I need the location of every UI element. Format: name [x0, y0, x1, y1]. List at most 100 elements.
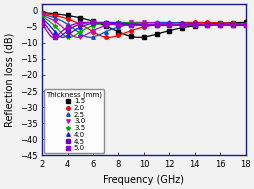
2.0: [167, 22, 170, 24]
3.0: [243, 23, 246, 26]
2.5: [104, 31, 107, 33]
4.0: [180, 24, 183, 26]
4.5: [41, 20, 44, 22]
1.5: [91, 20, 94, 22]
2.0: [117, 34, 120, 36]
5.0: [66, 26, 69, 28]
4.5: [218, 24, 221, 26]
5.0: [167, 23, 170, 26]
4.5: [78, 23, 82, 25]
2.0: [205, 21, 208, 24]
3.5: [104, 22, 107, 24]
2.0: [154, 24, 157, 26]
4.0: [243, 24, 246, 26]
3.0: [205, 24, 208, 26]
3.5: [167, 24, 170, 26]
2.5: [117, 26, 120, 28]
2.5: [91, 36, 94, 38]
5.0: [129, 24, 132, 26]
Line: 5.0: 5.0: [40, 21, 246, 39]
1.5: [117, 31, 120, 33]
2.0: [129, 29, 132, 32]
Line: 1.5: 1.5: [40, 11, 246, 39]
1.5: [180, 27, 183, 29]
3.5: [193, 24, 196, 26]
5.0: [243, 23, 246, 26]
5.0: [91, 21, 94, 24]
4.0: [230, 23, 233, 26]
3.5: [41, 16, 44, 18]
2.5: [78, 33, 82, 35]
2.0: [230, 22, 233, 25]
2.5: [180, 22, 183, 24]
2.0: [66, 18, 69, 20]
2.0: [180, 22, 183, 24]
5.0: [41, 23, 44, 26]
4.0: [142, 24, 145, 26]
3.0: [167, 23, 170, 25]
4.5: [53, 35, 56, 38]
3.0: [180, 24, 183, 26]
3.5: [218, 23, 221, 26]
4.5: [167, 23, 170, 26]
4.5: [91, 21, 94, 24]
5.0: [218, 23, 221, 26]
5.0: [117, 24, 120, 26]
1.5: [193, 25, 196, 27]
4.5: [205, 23, 208, 26]
3.0: [117, 22, 120, 24]
3.5: [180, 24, 183, 26]
1.5: [142, 36, 145, 38]
4.0: [53, 31, 56, 33]
3.5: [142, 22, 145, 25]
1.5: [53, 13, 56, 15]
1.5: [41, 11, 44, 14]
1.5: [129, 35, 132, 38]
4.0: [91, 22, 94, 24]
3.0: [41, 14, 44, 17]
Line: 3.5: 3.5: [40, 15, 247, 39]
3.0: [66, 31, 69, 33]
2.0: [41, 12, 44, 14]
5.0: [142, 24, 145, 26]
4.5: [230, 24, 233, 26]
4.5: [193, 23, 196, 26]
1.5: [104, 25, 107, 27]
2.0: [53, 14, 56, 17]
2.5: [218, 24, 221, 26]
2.5: [243, 24, 246, 26]
3.5: [66, 36, 69, 38]
4.0: [167, 24, 170, 26]
3.5: [205, 24, 208, 26]
4.0: [129, 23, 132, 25]
3.0: [142, 21, 145, 24]
2.5: [41, 13, 44, 15]
4.0: [218, 23, 221, 26]
1.5: [78, 17, 82, 19]
5.0: [104, 22, 107, 25]
3.5: [78, 31, 82, 33]
5.0: [230, 23, 233, 26]
4.5: [154, 24, 157, 26]
1.5: [167, 29, 170, 32]
5.0: [53, 36, 56, 38]
4.0: [104, 21, 107, 23]
3.0: [104, 25, 107, 27]
Y-axis label: Reflection loss (dB): Reflection loss (dB): [4, 33, 14, 127]
3.5: [243, 23, 246, 26]
3.5: [53, 25, 56, 27]
3.0: [53, 20, 56, 22]
1.5: [230, 22, 233, 24]
4.5: [180, 23, 183, 26]
2.5: [193, 22, 196, 25]
2.5: [129, 23, 132, 25]
2.0: [91, 31, 94, 33]
2.5: [66, 23, 69, 26]
3.5: [230, 23, 233, 26]
Line: 4.0: 4.0: [40, 17, 246, 37]
2.0: [104, 36, 107, 38]
5.0: [193, 23, 196, 26]
4.5: [66, 29, 69, 32]
1.5: [243, 21, 246, 24]
3.5: [91, 25, 94, 27]
